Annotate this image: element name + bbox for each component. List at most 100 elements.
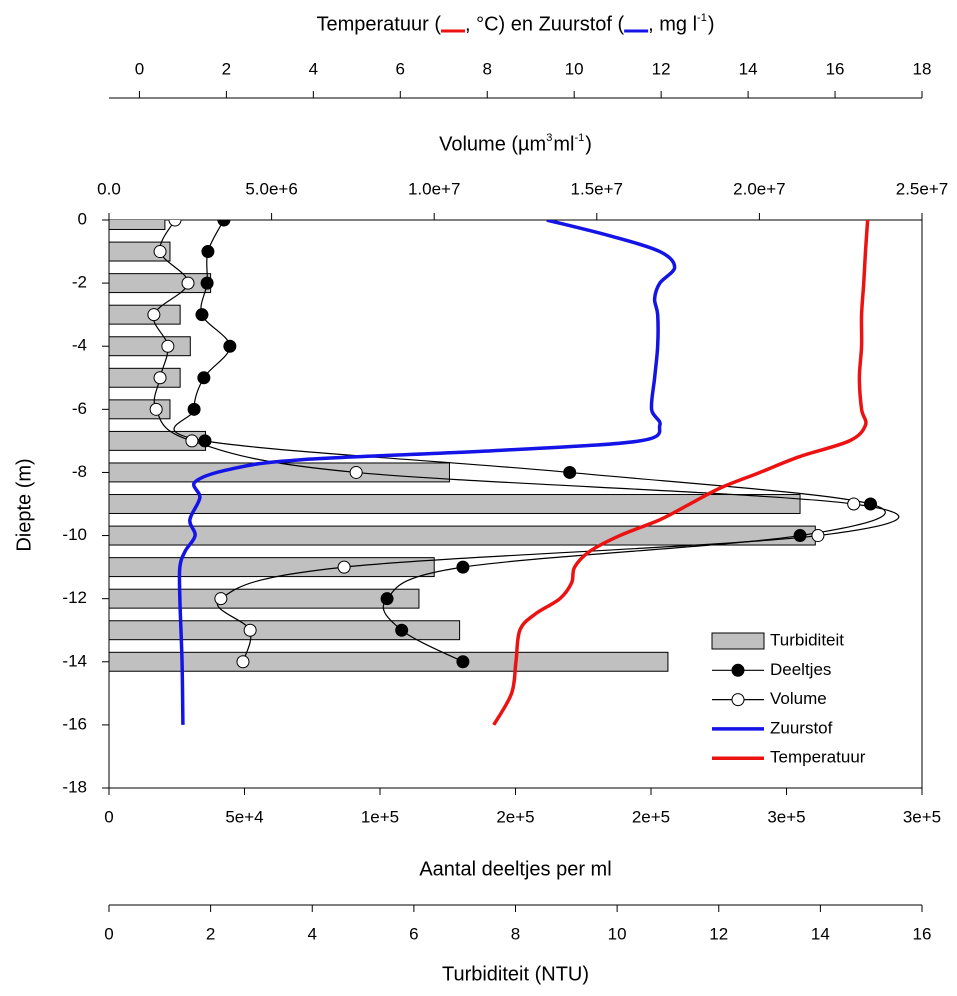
marker bbox=[349, 465, 363, 479]
marker bbox=[243, 623, 257, 637]
y-tick-label: -18 bbox=[62, 777, 87, 796]
bar bbox=[109, 557, 435, 578]
bar bbox=[109, 367, 181, 388]
bar bbox=[109, 304, 181, 325]
marker bbox=[456, 560, 470, 574]
bar bbox=[109, 494, 801, 514]
axis-title-part: , mg l bbox=[648, 13, 697, 35]
x-tick-label: 16 bbox=[913, 924, 932, 943]
axis-title-part: ) bbox=[585, 133, 592, 155]
axis-title-part: Volume (µm bbox=[439, 133, 546, 155]
marker bbox=[197, 371, 211, 385]
axis-title: Aantal deeltjes per ml bbox=[419, 858, 611, 880]
axis-title: Volume (µm 3 ml -1) bbox=[439, 132, 592, 155]
x-tick-label: 4 bbox=[308, 924, 317, 943]
x-tick-label: 16 bbox=[826, 59, 845, 78]
marker bbox=[153, 371, 167, 385]
legend-label: Volume bbox=[770, 689, 827, 708]
x-tick-label: 1.5e+7 bbox=[571, 179, 623, 198]
axis-title-part: Aantal deeltjes per ml bbox=[419, 858, 611, 880]
bar bbox=[109, 651, 669, 672]
marker bbox=[236, 655, 250, 669]
marker bbox=[223, 339, 237, 353]
x-tick-label: 3e+5 bbox=[903, 807, 941, 826]
legend-label: Turbiditeit bbox=[770, 630, 844, 649]
series-line bbox=[177, 220, 677, 725]
x-tick-label: 6 bbox=[409, 924, 418, 943]
x-tick-label: 1.0e+7 bbox=[408, 179, 460, 198]
x-tick-label: 2.5e+7 bbox=[896, 179, 948, 198]
y-tick-label: -2 bbox=[72, 273, 87, 292]
x-tick-label: 0 bbox=[104, 924, 113, 943]
marker bbox=[563, 465, 577, 479]
marker bbox=[456, 655, 470, 669]
x-tick-label: 2e+5 bbox=[632, 807, 670, 826]
series-line bbox=[492, 220, 870, 726]
x-tick-label: 1e+5 bbox=[361, 807, 399, 826]
x-tick-label: 8 bbox=[483, 59, 492, 78]
x-tick-label: 0.0 bbox=[97, 179, 121, 198]
y-tick-label: -14 bbox=[62, 651, 87, 670]
marker bbox=[161, 339, 175, 353]
y-tick-label: -16 bbox=[62, 714, 87, 733]
x-tick-label: 10 bbox=[565, 59, 584, 78]
marker bbox=[187, 402, 201, 416]
x-tick-label: 12 bbox=[709, 924, 728, 943]
x-tick-label: 0 bbox=[104, 807, 113, 826]
marker bbox=[380, 592, 394, 606]
bar bbox=[109, 220, 166, 230]
bar bbox=[109, 588, 420, 609]
x-tick-label: 4 bbox=[309, 59, 318, 78]
marker bbox=[200, 276, 214, 290]
marker bbox=[149, 402, 163, 416]
x-tick-label: 14 bbox=[811, 924, 830, 943]
marker bbox=[147, 308, 161, 322]
legend-label: Deeltjes bbox=[770, 660, 831, 679]
axis-title-part: ml bbox=[553, 133, 574, 155]
x-tick-label: 0 bbox=[135, 59, 144, 78]
axis-title-part: Temperatuur ( bbox=[316, 13, 441, 35]
x-tick-label: 3e+5 bbox=[767, 807, 805, 826]
bar bbox=[109, 525, 816, 546]
marker bbox=[168, 220, 182, 227]
axis-title-part: 3 bbox=[546, 132, 552, 144]
bar bbox=[109, 462, 450, 483]
axis-title: Turbiditeit (NTU) bbox=[442, 963, 589, 985]
marker bbox=[847, 497, 861, 511]
legend-marker bbox=[731, 693, 745, 707]
legend-label: Temperatuur bbox=[770, 748, 866, 767]
x-tick-label: 12 bbox=[652, 59, 671, 78]
marker bbox=[337, 560, 351, 574]
x-tick-label: 2 bbox=[222, 59, 231, 78]
x-tick-label: 2e+5 bbox=[496, 807, 534, 826]
marker bbox=[811, 529, 825, 543]
y-axis-label: Diepte (m) bbox=[13, 458, 35, 551]
marker bbox=[395, 623, 409, 637]
x-tick-label: 8 bbox=[511, 924, 520, 943]
y-tick-label: 0 bbox=[78, 209, 87, 228]
y-tick-label: -6 bbox=[72, 399, 87, 418]
y-tick-label: -12 bbox=[62, 588, 87, 607]
bar bbox=[109, 241, 171, 262]
x-tick-label: 2.0e+7 bbox=[733, 179, 785, 198]
marker bbox=[153, 245, 167, 259]
axis-title-part: -1 bbox=[697, 12, 707, 24]
x-tick-label: 10 bbox=[608, 924, 627, 943]
marker bbox=[793, 529, 807, 543]
y-tick-label: -4 bbox=[72, 336, 87, 355]
marker bbox=[185, 434, 199, 448]
marker bbox=[195, 308, 209, 322]
bar bbox=[109, 273, 212, 294]
legend-marker bbox=[731, 663, 745, 677]
y-tick-label: -10 bbox=[62, 525, 87, 544]
axis-title: Temperatuur ( , °C) en Zuurstof ( , mg l -1… bbox=[316, 12, 714, 35]
x-tick-label: 6 bbox=[396, 59, 405, 78]
x-tick-label: 14 bbox=[739, 59, 758, 78]
bar bbox=[109, 336, 191, 357]
axis-title-part: , °C) en Zuurstof ( bbox=[465, 13, 624, 35]
plot-area bbox=[109, 220, 900, 726]
x-tick-label: 18 bbox=[913, 59, 932, 78]
marker bbox=[201, 245, 215, 259]
x-tick-label: 5e+4 bbox=[225, 807, 263, 826]
